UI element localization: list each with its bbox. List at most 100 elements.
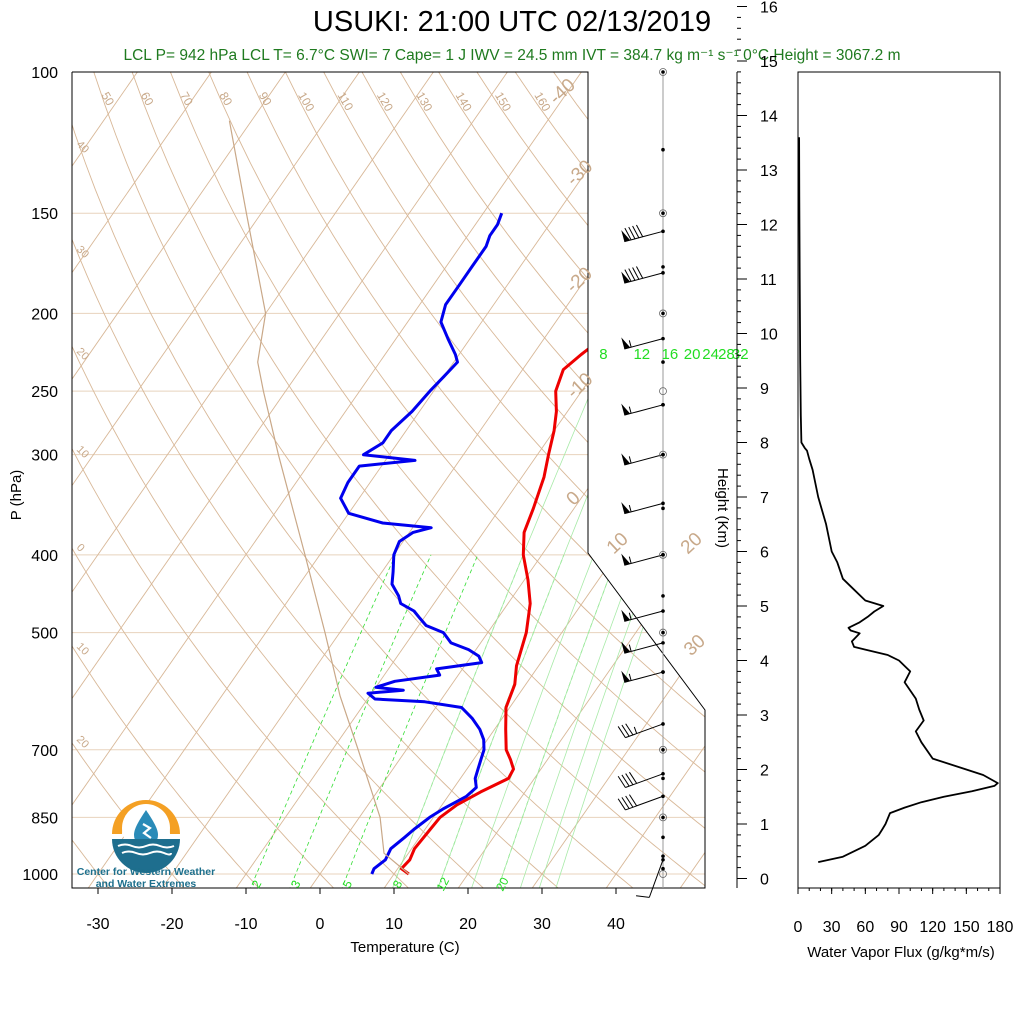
wind-level-dot bbox=[661, 835, 665, 840]
height-tick-label: 9 bbox=[760, 381, 769, 398]
dewpoint-profile-line bbox=[339, 212, 504, 875]
wind-level-dot bbox=[661, 630, 665, 635]
mixing-ratio-label-bottom: 12 bbox=[433, 875, 452, 894]
temperature-tick-label: 40 bbox=[607, 916, 625, 933]
pressure-tick-label: 100 bbox=[31, 65, 58, 82]
wind-level-dot bbox=[661, 452, 665, 457]
wind-barb bbox=[621, 403, 665, 416]
calm-wind-circle bbox=[659, 870, 667, 878]
mixing-ratio-label-top: 24 bbox=[702, 346, 719, 363]
wind-barb bbox=[621, 224, 665, 243]
wind-barb-flag bbox=[624, 269, 632, 282]
temperature-tick-label: 0 bbox=[316, 916, 325, 933]
wind-barb-staff bbox=[648, 859, 664, 898]
height-tick-label: 12 bbox=[760, 218, 778, 235]
wind-barb-flag bbox=[632, 225, 640, 239]
wind-barb-flag bbox=[636, 895, 650, 898]
wind-barb-flag bbox=[617, 726, 626, 738]
wind-barb-flag bbox=[625, 723, 634, 736]
pressure-tick-label: 500 bbox=[31, 626, 58, 643]
wind-barb-staff bbox=[624, 642, 664, 654]
wind-level-dot bbox=[661, 311, 665, 316]
wind-level-dot bbox=[661, 815, 665, 820]
wind-barb bbox=[621, 609, 665, 622]
wind-barb bbox=[621, 266, 665, 284]
chart-title: USUKI: 21:00 UTC 02/13/2019 bbox=[312, 6, 712, 38]
isotherm-line bbox=[381, 72, 705, 888]
mixing-ratio-label-top: 28 bbox=[718, 346, 735, 363]
wind-barb-flag bbox=[625, 795, 634, 808]
mixing-ratio-label-top: 32 bbox=[732, 346, 749, 363]
height-tick-label: 3 bbox=[760, 708, 769, 725]
calm-wind-circle bbox=[659, 450, 667, 459]
logo-line-1: Center for Western Weather bbox=[76, 866, 216, 878]
isotherm-label: 30 bbox=[680, 631, 710, 661]
logo-line-2: and Water Extremes bbox=[95, 878, 197, 890]
wind-barb bbox=[621, 336, 665, 350]
mixing-ratio-label-top: 16 bbox=[662, 346, 679, 363]
mixing-ratio-line-upper bbox=[436, 361, 643, 888]
pressure-axis-label: P (hPa) bbox=[8, 470, 25, 521]
dry-adiabat-line bbox=[72, 72, 638, 888]
wind-barb-half-flag bbox=[628, 556, 632, 564]
wind-level-dot bbox=[661, 506, 665, 511]
wind-barb bbox=[636, 857, 665, 898]
calm-wind-circle bbox=[659, 550, 667, 559]
isotherm-line bbox=[0, 35, 15, 891]
wind-barb bbox=[617, 722, 665, 739]
dry-adiabat-label: 80 bbox=[216, 90, 235, 109]
height-tick-label: 8 bbox=[760, 436, 769, 453]
left-isotherm-label: 40 bbox=[74, 139, 91, 156]
dry-adiabat-line bbox=[361, 72, 705, 888]
isotherm-line bbox=[72, 72, 608, 888]
wind-barb-pennant bbox=[621, 230, 631, 242]
flux-axis-label: Water Vapor Flux (g/kg*m/s) bbox=[807, 944, 995, 961]
left-isotherm-label: 20 bbox=[74, 734, 91, 751]
height-tick-label: 0 bbox=[760, 872, 769, 889]
height-tick-label: 13 bbox=[760, 163, 778, 180]
isotherm-label: -10 bbox=[563, 369, 597, 403]
flux-tick-label: 30 bbox=[823, 919, 841, 936]
wind-level-dot bbox=[661, 594, 665, 598]
wind-barb-staff bbox=[625, 795, 664, 811]
height-tick-label: 7 bbox=[760, 490, 769, 507]
isotherm-line bbox=[233, 72, 705, 888]
isotherm-line bbox=[72, 72, 386, 888]
mixing-ratio-line-upper bbox=[391, 361, 604, 888]
wind-level-dot bbox=[661, 265, 665, 269]
wind-barb-pennant bbox=[621, 271, 631, 284]
wind-barb-pennant bbox=[621, 403, 631, 416]
dry-adiabat-label: 70 bbox=[177, 90, 196, 109]
isotherm-line bbox=[677, 72, 705, 888]
calm-wind-circle bbox=[659, 387, 667, 396]
temperature-tick-label: 30 bbox=[533, 916, 551, 933]
water-vapor-flux-line bbox=[798, 137, 999, 863]
wind-barb-staff bbox=[624, 454, 664, 466]
height-tick-label: 14 bbox=[760, 109, 778, 126]
wind-barb bbox=[621, 553, 665, 566]
mixing-ratio-label-top: 12 bbox=[633, 346, 650, 363]
calm-wind-circle bbox=[659, 813, 667, 822]
wind-barb-pennant bbox=[621, 641, 631, 654]
wind-barb-flag bbox=[632, 267, 640, 280]
wind-barb-half-flag bbox=[628, 340, 632, 348]
flux-tick-label: 150 bbox=[953, 919, 980, 936]
wind-level-dot bbox=[661, 403, 665, 407]
wind-barb-half-flag bbox=[633, 726, 638, 734]
pressure-tick-label: 250 bbox=[31, 384, 58, 401]
dry-adiabat-line bbox=[246, 72, 705, 888]
pressure-tick-label: 700 bbox=[31, 743, 58, 760]
height-tick-label: 4 bbox=[760, 654, 769, 671]
wind-barbs bbox=[617, 68, 667, 898]
isotherm-label: -30 bbox=[563, 156, 597, 190]
isotherm-line bbox=[72, 72, 312, 888]
wind-barb bbox=[621, 641, 665, 654]
left-isotherm-label: 30 bbox=[74, 244, 91, 261]
dry-adiabat-line bbox=[323, 72, 705, 888]
dry-adiabat-line bbox=[72, 72, 262, 888]
dry-adiabat-line bbox=[399, 72, 705, 888]
pressure-tick-label: 1000 bbox=[22, 867, 58, 884]
wind-barb-half-flag bbox=[628, 644, 632, 652]
mixing-ratio-line bbox=[248, 554, 396, 888]
